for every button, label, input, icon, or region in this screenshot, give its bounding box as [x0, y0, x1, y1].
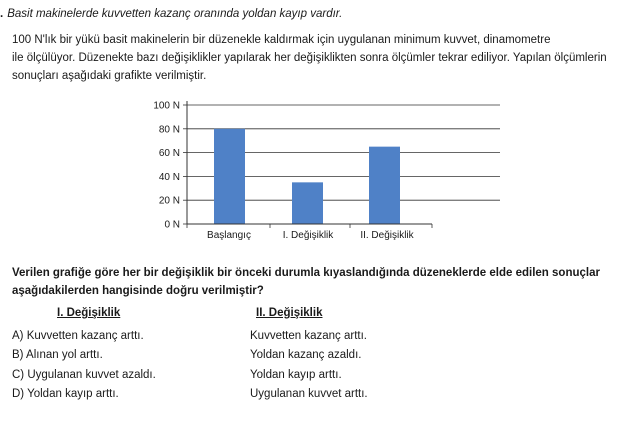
- question-text: Verilen grafiğe göre her bir değişiklik …: [12, 264, 600, 300]
- y-tick-label: 20 N: [159, 196, 180, 207]
- intro-text: Basit makinelerde kuvvetten kazanç oranı…: [7, 8, 343, 20]
- problem-paragraph: 100 N'lık bir yükü basit makinelerin bir…: [12, 31, 637, 85]
- y-tick-label: 0 N: [164, 220, 180, 231]
- question-line: aşağıdakilerden hangisinde doğru verilmi…: [12, 285, 264, 297]
- intro-line: . Basit makinelerde kuvvetten kazanç oran…: [0, 8, 342, 20]
- option-b[interactable]: B) Alınan yol arttı.: [12, 349, 103, 361]
- option-c[interactable]: C) Uygulanan kuvvet azaldı.: [12, 369, 156, 381]
- bar: [369, 146, 400, 224]
- x-tick-label: I. Değişiklik: [283, 230, 335, 241]
- x-tick-label: Başlangıç: [207, 230, 251, 241]
- option-c-second: Yoldan kayıp arttı.: [250, 369, 342, 381]
- y-tick-label: 40 N: [159, 172, 180, 183]
- y-tick-label: 60 N: [159, 148, 180, 159]
- option-a-second: Kuvvetten kazanç arttı.: [250, 330, 367, 342]
- option-b-second: Yoldan kazanç azaldı.: [250, 349, 362, 361]
- intro-marker: .: [0, 8, 4, 20]
- paragraph-line: sonuçları aşağıdaki grafikte verilmiştir…: [12, 70, 207, 82]
- paragraph-line: ile ölçülüyor. Düzenekte bazı değişiklik…: [12, 52, 607, 64]
- option-a[interactable]: A) Kuvvetten kazanç arttı.: [12, 330, 144, 342]
- bar: [214, 128, 245, 224]
- paragraph-line: 100 N'lık bir yükü basit makinelerin bir…: [12, 34, 551, 46]
- column-header-second-change: II. Değişiklik: [256, 307, 323, 319]
- x-tick-label: II. Değişiklik: [360, 230, 414, 241]
- question-line: Verilen grafiğe göre her bir değişiklik …: [12, 267, 600, 279]
- option-d-second: Uygulanan kuvvet arttı.: [250, 388, 368, 400]
- column-header-first-change: I. Değişiklik: [57, 307, 121, 319]
- y-tick-label: 80 N: [159, 124, 180, 135]
- y-tick-label: 100 N: [153, 101, 180, 112]
- bar: [292, 182, 323, 224]
- option-d[interactable]: D) Yoldan kayıp arttı.: [12, 388, 119, 400]
